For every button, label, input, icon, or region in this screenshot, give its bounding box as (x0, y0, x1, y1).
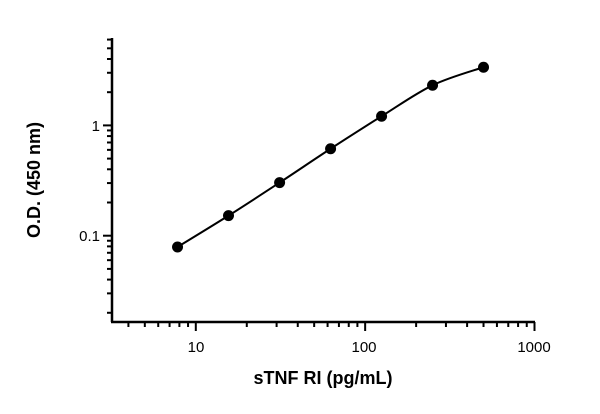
data-point (172, 241, 184, 253)
data-point (223, 210, 235, 222)
y-tick-label-1: 1 (92, 118, 100, 135)
x-tick-label-10: 10 (188, 339, 205, 356)
data-point (478, 61, 490, 73)
x-tick-label-100: 100 (351, 339, 376, 356)
x-tick-label-1000: 1000 (517, 339, 550, 356)
y-tick-label-0.1: 0.1 (79, 228, 100, 245)
data-point (274, 177, 286, 189)
y-axis-title: O.D. (450 nm) (24, 122, 44, 238)
fit-curve (177, 66, 484, 248)
data-point (427, 79, 439, 91)
x-axis-title: sTNF RI (pg/mL) (254, 368, 393, 388)
data-point (325, 143, 337, 155)
data-point (376, 110, 388, 122)
